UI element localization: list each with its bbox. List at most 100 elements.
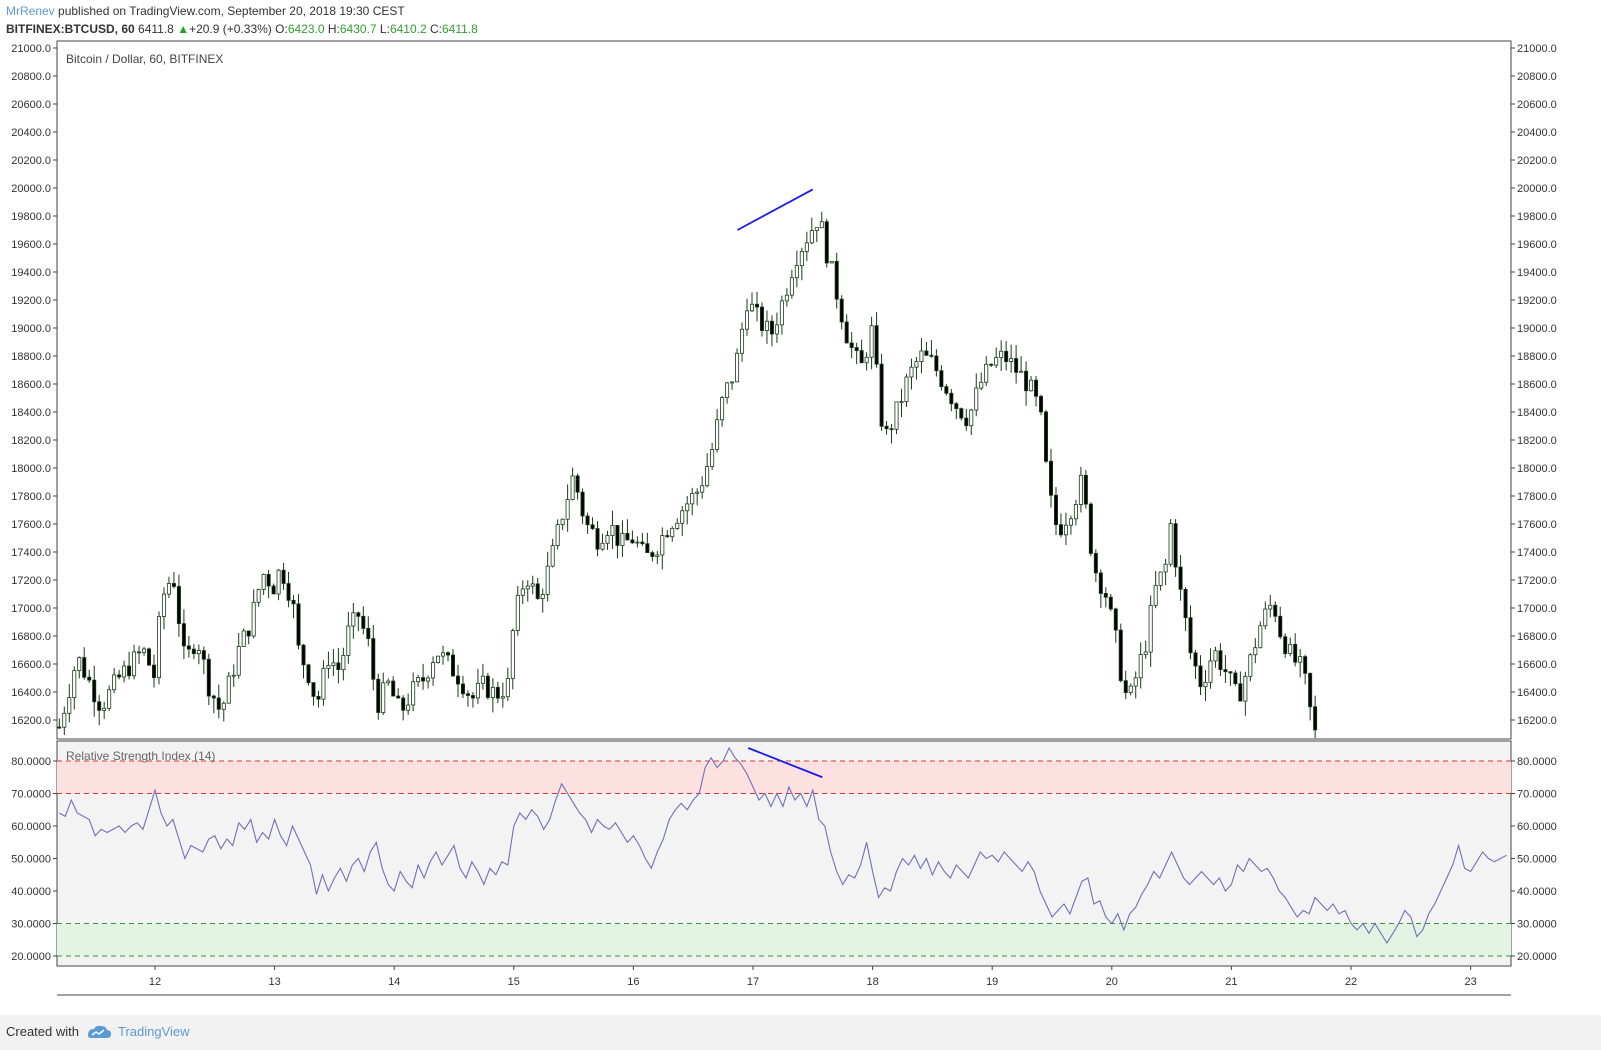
candle-body (231, 674, 236, 677)
candle-body (1253, 647, 1258, 656)
candle-body (1103, 593, 1108, 598)
candle-body (1233, 672, 1238, 685)
low-label: L: (379, 22, 390, 36)
candle-body (122, 665, 127, 678)
candle-body (819, 221, 824, 229)
candle-body (351, 612, 356, 627)
candle-body (575, 475, 580, 493)
time-tick-label: 17 (747, 976, 759, 988)
rsi-tick-label-left: 70.0000 (11, 789, 51, 801)
candle-body (421, 677, 426, 682)
candle-body (555, 524, 560, 546)
candle-body (874, 325, 879, 365)
candle-body (964, 417, 969, 427)
time-tick-label: 16 (627, 976, 639, 988)
tradingview-link[interactable]: TradingView (118, 1024, 190, 1039)
price-tick-label-left: 19000.0 (11, 323, 51, 335)
candle-body (520, 588, 525, 596)
candle-body (276, 569, 281, 595)
candle-body (1293, 643, 1298, 663)
price-tick-label-right: 17200.0 (1517, 575, 1557, 587)
time-axis[interactable]: 12 13 14 15 16 17 18 19 20 21 22 23 (57, 966, 1511, 996)
candle-body (1298, 656, 1303, 663)
candle-body (565, 499, 570, 520)
price-tick-label-right: 20600.0 (1517, 99, 1557, 111)
candle-body (989, 363, 994, 366)
candle-body (1248, 654, 1253, 677)
price-tick-label-right: 16400.0 (1517, 687, 1557, 699)
candle-body (675, 522, 680, 529)
candle-body (1088, 503, 1093, 554)
candle-body (550, 545, 555, 567)
candle-body (505, 678, 510, 698)
candle-body (161, 593, 166, 617)
candle-body (470, 695, 475, 699)
rsi-tick-label-right: 80.0000 (1517, 756, 1557, 768)
price-tick-label-right: 20400.0 (1517, 127, 1557, 139)
ohlc-line: BITFINEX:BTCUSD, 60 6411.8 ▲+20.9 (+0.33… (6, 22, 478, 36)
footer: Created with TradingView (0, 1015, 1601, 1050)
time-tick-label: 20 (1106, 976, 1118, 988)
candle-body (909, 366, 914, 378)
candle-body (431, 662, 436, 679)
chart-canvas[interactable]: 21000.0 21000.0 20800.0 20800.0 20600.0 20600… (0, 40, 1601, 1015)
candle-body (560, 518, 565, 526)
candle-body (779, 300, 784, 326)
candle-body (999, 350, 1004, 358)
rsi-tick-label-left: 80.0000 (11, 756, 51, 768)
rsi-tick-label-right: 70.0000 (1517, 789, 1557, 801)
candle-body (490, 686, 495, 698)
oversold-zone (57, 923, 1511, 956)
author-link[interactable]: MrRenev (6, 4, 55, 18)
candle-body (446, 652, 451, 656)
candle-body (436, 655, 441, 663)
candle-body (381, 682, 386, 713)
candle-body (376, 678, 381, 713)
candle-body (251, 601, 256, 637)
candle-body (914, 361, 919, 368)
price-tick-label-right: 19000.0 (1517, 323, 1557, 335)
candle-body (176, 586, 181, 625)
price-tick-label-right: 19800.0 (1517, 211, 1557, 223)
price-tick-label-right: 18400.0 (1517, 407, 1557, 419)
candle-body (306, 664, 311, 684)
time-tick-label: 12 (149, 976, 161, 988)
candle-body (211, 695, 216, 699)
price-tick-label-right: 16200.0 (1517, 715, 1557, 727)
rsi-divergence-trendline (747, 747, 823, 779)
candle-body (769, 320, 774, 335)
candle-body (750, 303, 755, 312)
candle-body (460, 683, 465, 695)
candle-body (804, 242, 809, 252)
candle-body (256, 589, 261, 603)
candle-body (57, 726, 62, 729)
candle-body (530, 583, 535, 587)
rsi-pane[interactable]: 80.0000 80.0000 70.0000 70.0000 60.0000 60.00… (11, 740, 1557, 967)
candle-body (216, 697, 221, 710)
candle-body (735, 352, 740, 383)
price-tick-label-right: 17000.0 (1517, 603, 1557, 615)
candle-body (764, 320, 769, 331)
candle-body (366, 627, 371, 639)
close-label: C: (429, 22, 442, 36)
candle-body (186, 645, 191, 650)
price-pane[interactable]: 21000.0 21000.0 20800.0 20800.0 20600.0 20600… (11, 40, 1557, 740)
candle-body (1083, 474, 1088, 505)
candle-body (117, 674, 122, 678)
price-tick-label-left: 19400.0 (11, 267, 51, 279)
price-tick-label-left: 17000.0 (11, 603, 51, 615)
candle-body (286, 583, 291, 601)
candle-body (1213, 650, 1218, 662)
candle-body (1153, 584, 1158, 606)
candle-body (824, 221, 829, 264)
candle-body (1039, 395, 1044, 413)
candle-body (515, 594, 520, 631)
price-tick-label-left: 16800.0 (11, 631, 51, 643)
candle-body (759, 306, 764, 331)
candle-body (346, 625, 351, 656)
candle-body (87, 676, 92, 681)
candle-body (371, 638, 376, 680)
candle-body (72, 670, 77, 698)
candle-body (585, 515, 590, 526)
time-tick-label: 19 (986, 976, 998, 988)
